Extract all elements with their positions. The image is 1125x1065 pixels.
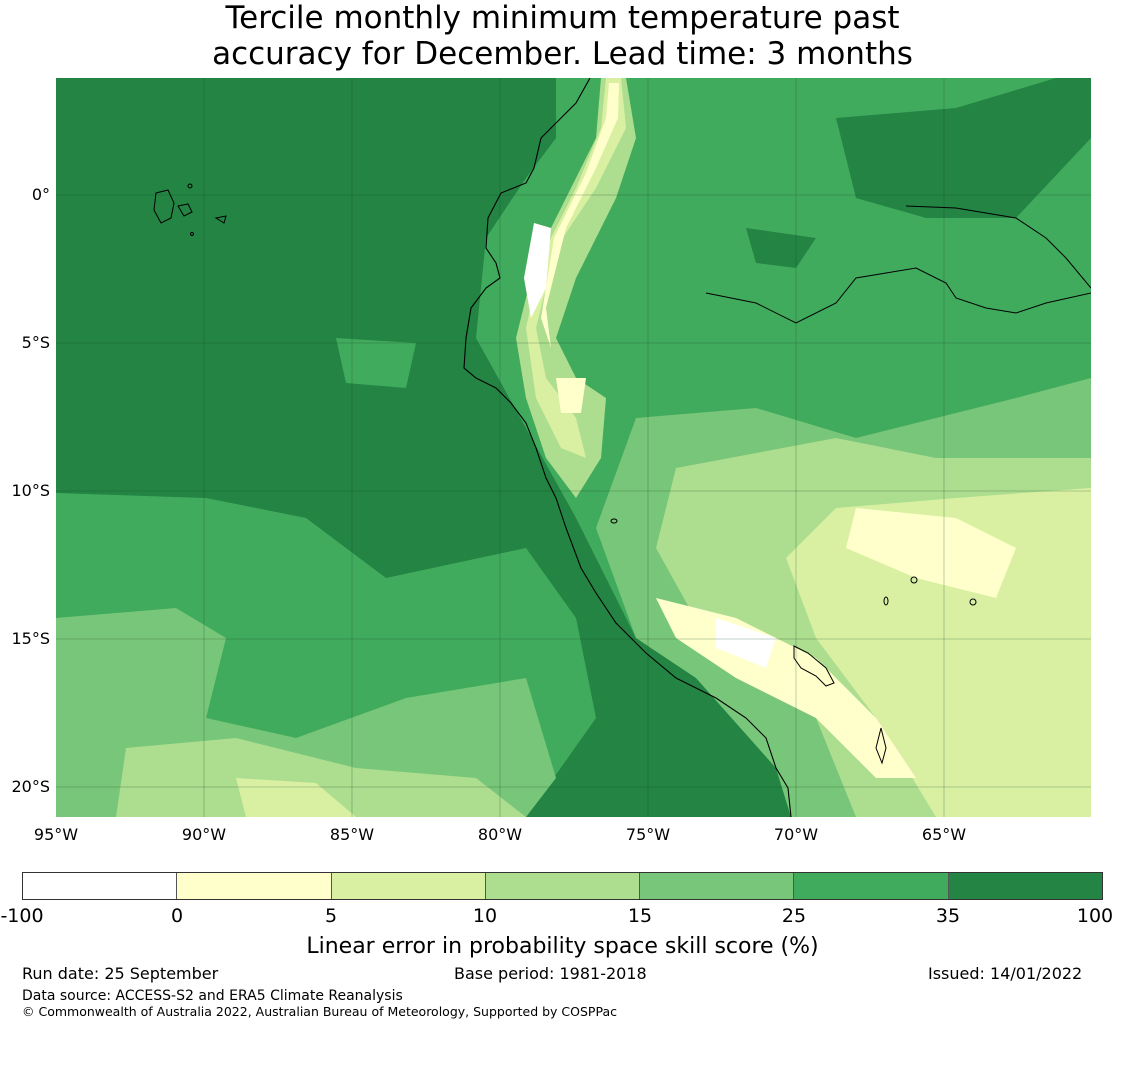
colorbar-seg-35-100 [948, 873, 1102, 899]
ocean-low-skill-patch [116, 738, 526, 817]
lon-label-65w: 65°W [921, 825, 967, 844]
colorbar-seg-15-25 [640, 873, 795, 899]
lake-2 [910, 576, 918, 584]
lon-label-75w: 75°W [625, 825, 671, 844]
lat-label-15s: 15°S [11, 629, 50, 648]
colorbar [22, 872, 1103, 900]
graticule [56, 78, 1091, 817]
colorbar-tick-0: 0 [170, 905, 184, 927]
altiplano-no-skill-patch [846, 508, 1016, 598]
colorbar-seg-10-15 [485, 873, 641, 899]
colorbar-tick-25: 25 [781, 905, 807, 927]
lat-label-20s: 20°S [11, 777, 50, 796]
base-period: Base period: 1981-2018 [454, 964, 647, 983]
map-canvas [56, 78, 1091, 817]
andes-negative-skill-patch [716, 618, 776, 668]
title-line-2: accuracy for December. Lead time: 3 mont… [212, 36, 913, 72]
lon-label-80w: 80°W [477, 825, 523, 844]
colorbar-tick-100: 100 [1076, 905, 1114, 927]
altiplano-very-low-skill-region [786, 488, 1091, 817]
galapagos-islands [153, 183, 227, 236]
andes-very-low-skill-band [526, 78, 626, 458]
land-high-skill-patch [836, 78, 1091, 218]
galapagos-isabela [153, 189, 175, 224]
colorbar-seg-5-10 [331, 873, 486, 899]
lake-titicaca [793, 645, 835, 687]
galapagos-san-cristobal [214, 215, 227, 224]
lon-label-90w: 90°W [181, 825, 227, 844]
lake-4 [969, 598, 977, 606]
small-lakes [610, 518, 977, 765]
colorbar-tick-neg100: -100 [0, 905, 44, 927]
ocean-small-patch [336, 338, 416, 388]
lon-label-85w: 85°W [329, 825, 375, 844]
colorbar-seg-neg100-0 [23, 873, 178, 899]
colorbar-tick-10: 10 [472, 905, 498, 927]
colorbar-seg-25-35 [794, 873, 949, 899]
andes-no-skill-core [541, 83, 619, 348]
amazon-river-line [705, 205, 1091, 324]
land-high-skill-patch-2 [746, 228, 816, 268]
andes-no-skill-patch-2 [556, 378, 586, 413]
map-title: Tercile monthly minimum temperature past… [0, 0, 1125, 72]
lake-3 [883, 596, 889, 606]
colorbar-tick-15: 15 [627, 905, 653, 927]
galapagos-santa-cruz [177, 203, 193, 217]
galapagos-islet-2 [190, 232, 194, 236]
lat-label-10s: 10°S [11, 481, 50, 500]
south-america-coastline [463, 78, 792, 817]
colorbar-tick-35: 35 [935, 905, 961, 927]
lon-label-95w: 95°W [33, 825, 79, 844]
colorbar-label: Linear error in probability space skill … [306, 934, 819, 959]
ocean-very-low-skill-patch [236, 778, 356, 817]
issued-date: Issued: 14/01/2022 [928, 964, 1083, 983]
data-source: Data source: ACCESS-S2 and ERA5 Climate … [22, 988, 403, 1004]
lon-label-70w: 70°W [773, 825, 819, 844]
skill-score-map [56, 78, 1091, 817]
lake-5 [875, 727, 887, 765]
run-date: Run date: 25 September [22, 964, 219, 983]
andes-negative-skill-core [524, 223, 551, 318]
colorbar-seg-0-5 [177, 873, 332, 899]
galapagos-islet-1 [187, 183, 193, 189]
colorbar-tick-5: 5 [324, 905, 338, 927]
title-line-1: Tercile monthly minimum temperature past [225, 0, 900, 36]
lat-label-0: 0° [31, 185, 50, 204]
lat-label-5s: 5°S [21, 333, 50, 352]
copyright: © Commonwealth of Australia 2022, Austra… [22, 1004, 617, 1019]
lake-1 [610, 518, 618, 524]
